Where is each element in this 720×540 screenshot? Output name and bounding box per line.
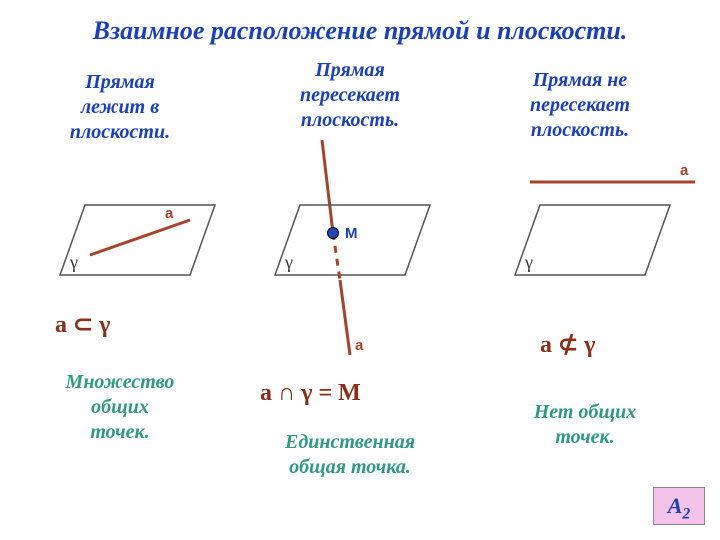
svg-text:а: а bbox=[355, 337, 364, 354]
col3-bottom: Нет общихточек. bbox=[500, 400, 670, 450]
diagram-root: { "title": { "text": "Взаимное расположе… bbox=[0, 0, 720, 540]
col2-formula: a ∩ γ = М bbox=[260, 380, 361, 407]
svg-text:М: М bbox=[345, 225, 358, 242]
page-title: Взаимное расположение прямой и плоскости… bbox=[0, 16, 720, 46]
diagram-col1: γ а bbox=[30, 190, 220, 290]
col1-formula: a ⊂ γ bbox=[55, 310, 110, 339]
badge-sub: 2 bbox=[682, 505, 690, 522]
col2-bottom: Единственнаяобщая точка. bbox=[250, 430, 450, 480]
axiom-badge: А2 bbox=[653, 487, 705, 525]
col3-formula: a ⊄ γ bbox=[540, 330, 595, 359]
col1-caption: Прямаялежит вплоскости. bbox=[40, 70, 200, 145]
col3-caption: Прямая непересекаетплоскость. bbox=[490, 68, 670, 143]
svg-text:γ: γ bbox=[284, 252, 293, 272]
col2-caption: Прямаяпересекаетплоскость. bbox=[260, 58, 440, 133]
svg-text:γ: γ bbox=[69, 252, 78, 272]
svg-text:а: а bbox=[165, 205, 174, 222]
svg-text:γ: γ bbox=[524, 252, 533, 272]
svg-text:а: а bbox=[680, 162, 689, 179]
diagram-col3: а γ bbox=[490, 160, 700, 290]
col1-bottom: Множествообщихточек. bbox=[40, 370, 200, 445]
diagram-col2: М γ а bbox=[245, 130, 445, 360]
badge-main: А bbox=[668, 493, 683, 518]
